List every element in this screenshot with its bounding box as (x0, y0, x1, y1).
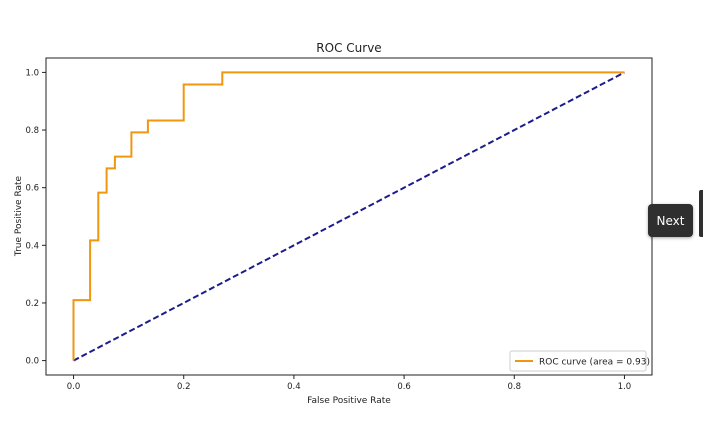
x-tick-label: 0.8 (508, 382, 522, 392)
y-tick-label: 0.6 (25, 184, 39, 194)
x-tick-label: 0.0 (67, 382, 81, 392)
next-button[interactable]: Next (648, 204, 693, 237)
y-axis: 0.0 0.2 0.4 0.6 0.8 1.0 (25, 68, 46, 367)
x-tick-label: 0.4 (287, 382, 301, 392)
x-axis: 0.0 0.2 0.4 0.6 0.8 1.0 (67, 375, 631, 392)
y-tick-label: 0.0 (25, 357, 39, 367)
legend: ROC curve (area = 0.93) (509, 350, 650, 372)
y-tick-label: 0.8 (25, 126, 39, 136)
x-axis-label: False Positive Rate (307, 396, 391, 406)
x-tick-label: 0.2 (177, 382, 191, 392)
chance-diagonal-line (73, 71, 625, 362)
side-panel-edge (699, 190, 703, 237)
y-tick-label: 0.4 (25, 241, 39, 251)
y-axis-label: True Positive Rate (14, 175, 24, 257)
x-tick-label: 1.0 (618, 382, 632, 392)
y-tick-label: 0.2 (25, 299, 39, 309)
chart-title: ROC Curve (316, 41, 381, 55)
legend-label-roc: ROC curve (area = 0.93) (539, 358, 650, 368)
y-tick-label: 1.0 (25, 68, 39, 78)
legend-box (509, 350, 647, 372)
plot-area (72, 71, 625, 362)
x-tick-label: 0.6 (397, 382, 411, 392)
roc-curve-line (72, 71, 625, 361)
